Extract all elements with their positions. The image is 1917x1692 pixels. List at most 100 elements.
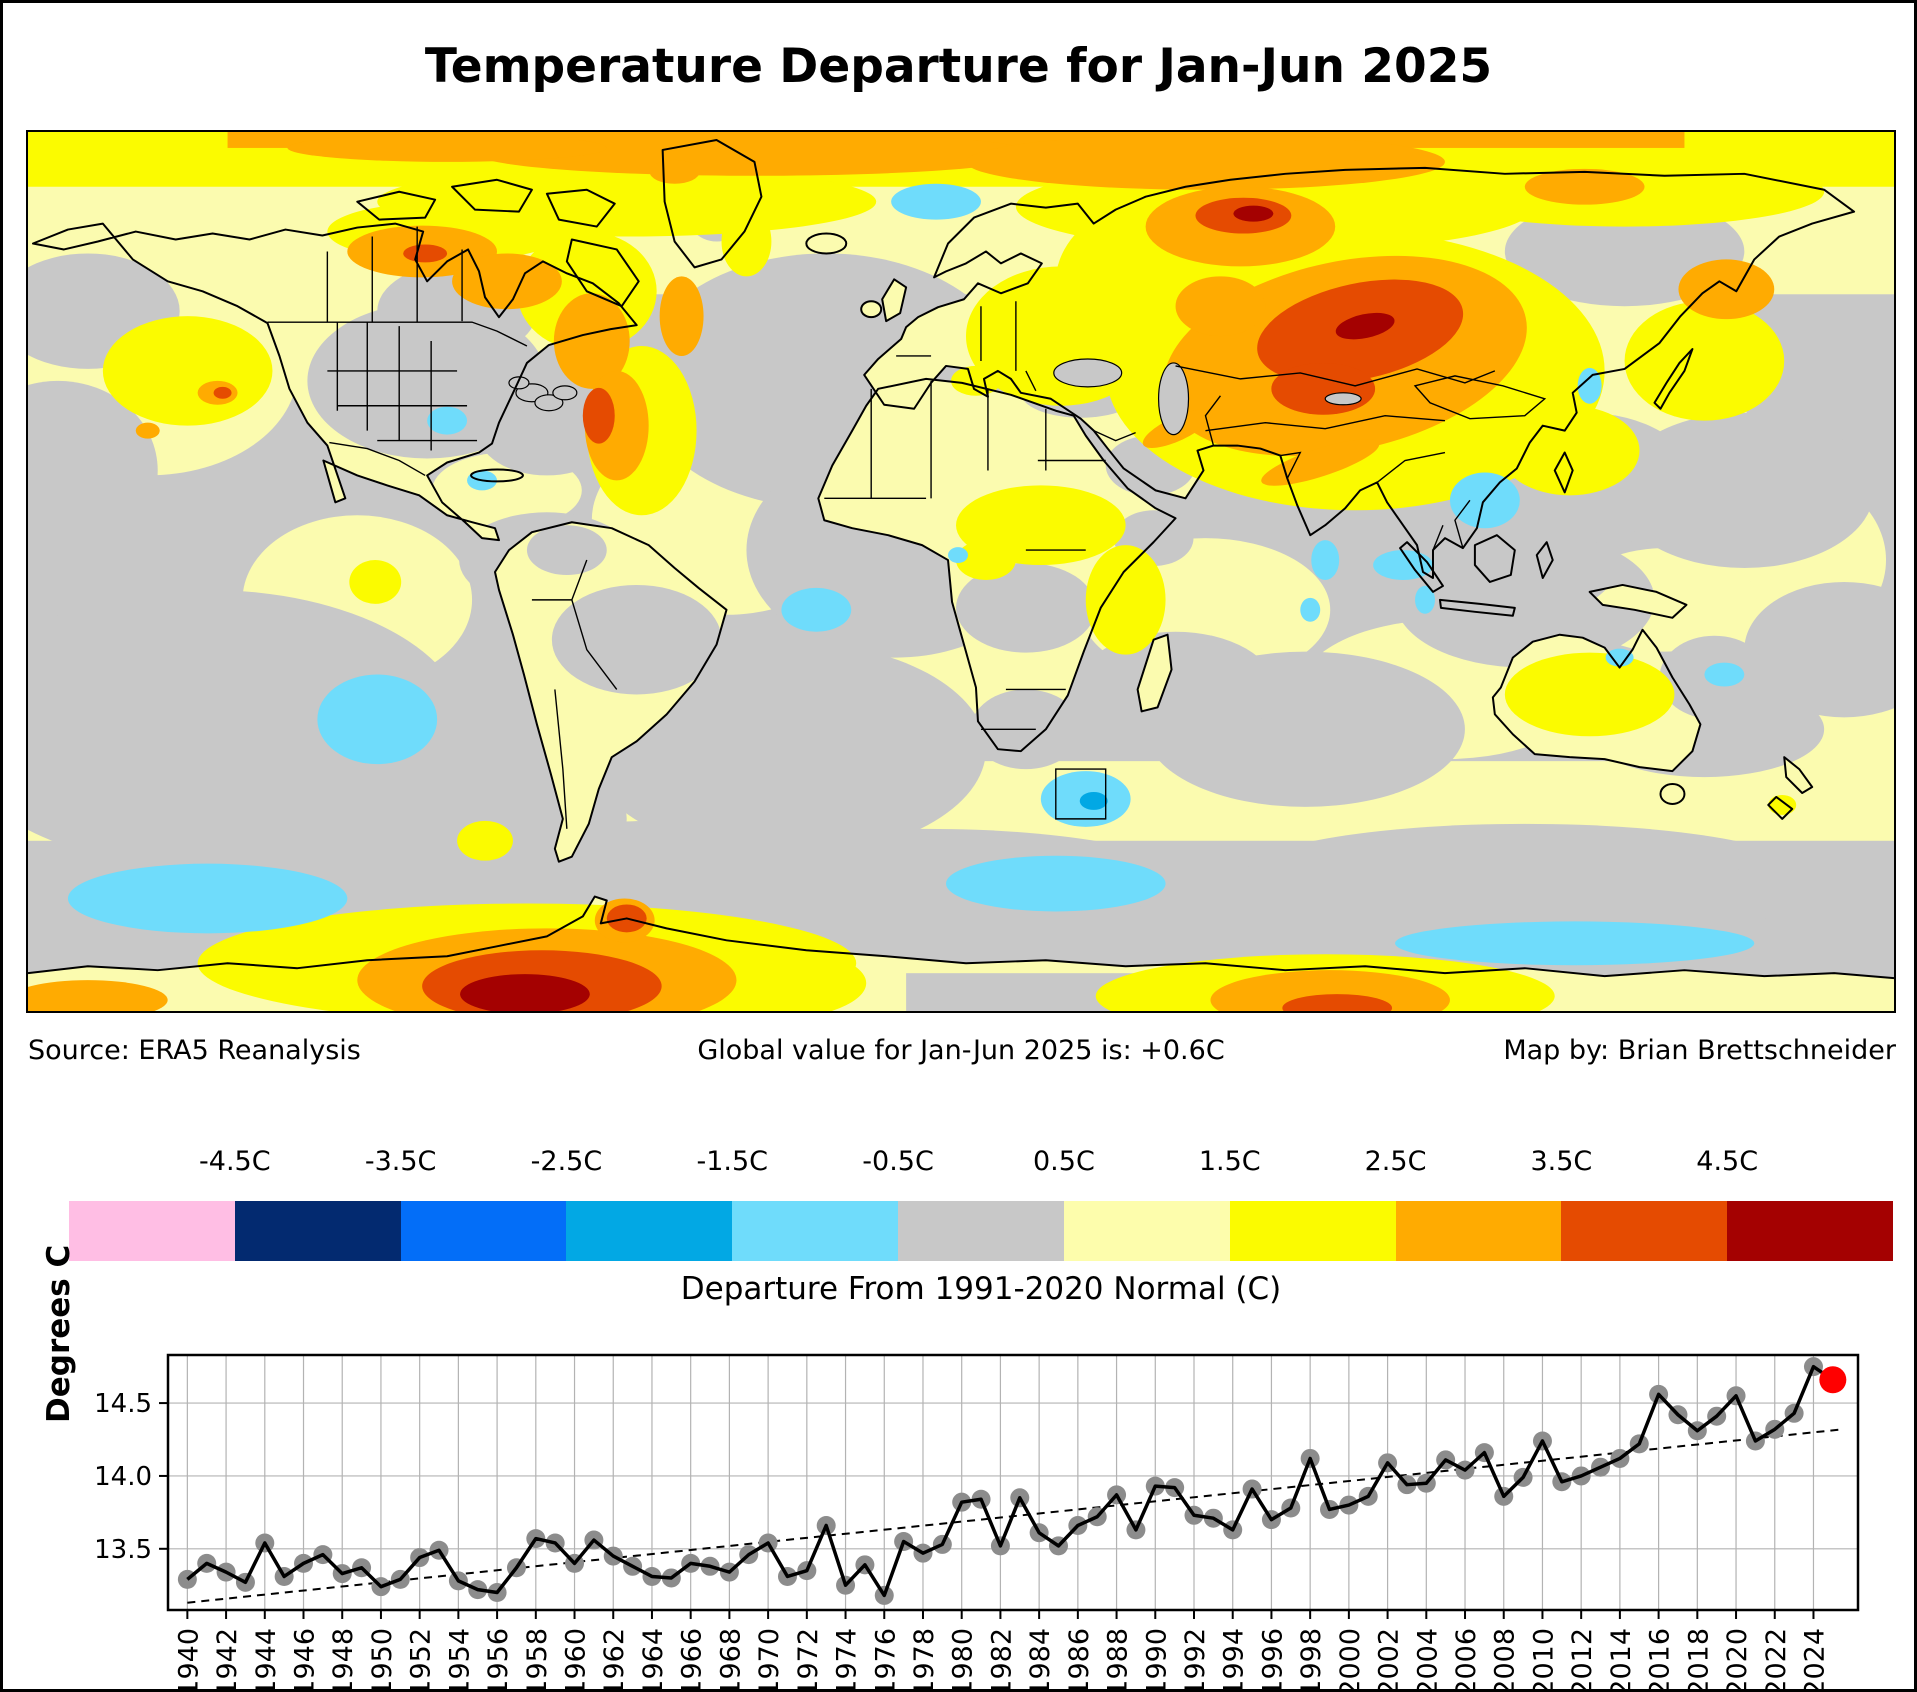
credit-caption: Map by: Brian Brettschneider <box>1503 1035 1896 1066</box>
x-tick-label: 2012 <box>1567 1628 1598 1692</box>
x-tick-label: 2006 <box>1451 1628 1482 1692</box>
colorbar-segment <box>234 1201 401 1261</box>
caption-row: Source: ERA5 Reanalysis Global value for… <box>26 1035 1896 1069</box>
great-lakes <box>552 385 578 401</box>
x-tick-label: 2022 <box>1761 1628 1792 1692</box>
x-tick-label: 1948 <box>328 1628 359 1692</box>
warm-4c-blobs <box>460 205 1395 1011</box>
colorbar-tick-label: 1.5C <box>1198 1146 1261 1177</box>
x-tick-label: 1998 <box>1296 1628 1327 1692</box>
source-caption: Source: ERA5 Reanalysis <box>28 1035 361 1066</box>
cool-anomaly-blobs <box>67 183 1755 966</box>
x-tick-label: 1974 <box>832 1628 863 1692</box>
x-tick-label: 2014 <box>1606 1628 1637 1692</box>
plot-border <box>166 1353 1860 1612</box>
colorbar-segment <box>566 1201 733 1261</box>
colorbar-tick-label: -2.5C <box>530 1146 603 1177</box>
colorbar-tick-label: -4.5C <box>199 1146 271 1177</box>
x-tick-label: 2010 <box>1528 1628 1559 1692</box>
x-tick-label: 1994 <box>1219 1628 1250 1692</box>
lakes-and-seas <box>508 358 1362 436</box>
x-tick-label: 2008 <box>1490 1628 1521 1692</box>
colorbar-segment <box>400 1201 567 1261</box>
new-zealand <box>1784 757 1813 793</box>
great-lakes <box>534 394 564 412</box>
x-tick-label: 1958 <box>522 1628 553 1692</box>
y-tick-label: 14.5 <box>94 1389 152 1419</box>
colorbar <box>69 1201 1893 1261</box>
x-tick-label: 1970 <box>754 1628 785 1692</box>
colorbar-tick-label: 4.5C <box>1696 1146 1759 1177</box>
colorbar-tick-label: -0.5C <box>862 1146 934 1177</box>
x-tick-label: 2020 <box>1722 1628 1753 1692</box>
warm-anomaly-blobs <box>28 132 1894 1011</box>
x-tick-label: 1978 <box>909 1628 940 1692</box>
x-tick-label: 1960 <box>561 1628 592 1692</box>
timeseries-chart-svg: 1940 1942 1944 1946 1948 1950 1952 1954 1956 1958… <box>94 1353 1860 1692</box>
trend-line <box>187 1428 1843 1604</box>
colorbar-tick-label: -3.5C <box>364 1146 437 1177</box>
x-tick-label: 1992 <box>1180 1628 1211 1692</box>
x-tick-label: 1966 <box>677 1628 708 1692</box>
iceland <box>806 233 847 254</box>
x-tick-label: 1996 <box>1257 1628 1288 1692</box>
x-tick-label: 1990 <box>1141 1628 1172 1692</box>
colorbar-tick-label: 3.5C <box>1530 1146 1593 1177</box>
cold-anomaly-cores <box>1079 791 1108 810</box>
new-guinea <box>1589 584 1687 618</box>
colorbar-segment <box>1561 1201 1728 1261</box>
y-tick-label: 14.0 <box>94 1462 152 1492</box>
timeseries-chart: 1940 1942 1944 1946 1948 1950 1952 1954 1956 1958… <box>3 1323 1914 1692</box>
lake-balkhash <box>1324 392 1362 406</box>
x-tick-label: 1944 <box>251 1628 282 1692</box>
x-tick-label: 2000 <box>1335 1628 1366 1692</box>
ireland <box>861 301 882 318</box>
colorbar-segment <box>1727 1201 1893 1261</box>
x-tick-label: 1952 <box>406 1628 437 1692</box>
black-sea <box>1053 358 1123 388</box>
x-tick-label: 1940 <box>173 1628 204 1692</box>
colorbar-tick-labels: -4.5C -3.5C -2.5C -1.5C -0.5C 0.5C 1.5C 2.5C 3.5… <box>69 1146 1893 1180</box>
colorbar-tick-label: 2.5C <box>1364 1146 1427 1177</box>
country-borders <box>267 226 1547 829</box>
x-tick-label: 1976 <box>870 1628 901 1692</box>
x-tick-label: 2024 <box>1799 1628 1830 1692</box>
colorbar-segment <box>1229 1201 1396 1261</box>
x-tick-label: 2018 <box>1683 1628 1714 1692</box>
colorbar-tick-label: -1.5C <box>696 1146 769 1177</box>
tasmania <box>1660 784 1685 804</box>
current-year-point <box>1819 1366 1847 1394</box>
world-map-svg <box>28 132 1894 1011</box>
x-tick-label: 2016 <box>1645 1628 1676 1692</box>
global-value-caption: Global value for Jan-Jun 2025 is: +0.6C <box>697 1035 1225 1066</box>
x-tick-label: 1986 <box>1064 1628 1095 1692</box>
x-tick-label: 1954 <box>444 1628 475 1692</box>
colorbar-segment <box>1395 1201 1562 1261</box>
y-tick-label: 13.5 <box>94 1535 152 1565</box>
x-tick-label: 2002 <box>1374 1628 1405 1692</box>
x-tick-label: 1980 <box>948 1628 979 1692</box>
colorbar-segment <box>732 1201 899 1261</box>
x-tick-label: 1962 <box>599 1628 630 1692</box>
great-lakes <box>508 376 530 390</box>
colorbar-segment <box>898 1201 1064 1261</box>
page-title: Temperature Departure for Jan-Jun 2025 <box>424 39 1493 94</box>
x-tick-label: 1972 <box>793 1628 824 1692</box>
x-tick-label: 2004 <box>1412 1628 1443 1692</box>
x-tick-label: 1956 <box>483 1628 514 1692</box>
x-tick-label: 1946 <box>290 1628 321 1692</box>
colorbar-title: Departure From 1991-2020 Normal (C) <box>680 1271 1282 1307</box>
x-tick-label: 1942 <box>212 1628 243 1692</box>
world-map-panel <box>26 130 1896 1013</box>
x-tick-label: 1988 <box>1103 1628 1134 1692</box>
series-line <box>186 1364 1834 1598</box>
caspian-sea <box>1157 362 1190 436</box>
colorbar-tick-label: 0.5C <box>1033 1146 1095 1177</box>
x-tick-label: 1950 <box>367 1628 398 1692</box>
x-tick-label: 1982 <box>986 1628 1017 1692</box>
x-tick-label: 1964 <box>638 1628 669 1692</box>
colorbar-segment <box>69 1201 235 1261</box>
x-tick-label: 1984 <box>1025 1628 1056 1692</box>
colorbar-segment <box>1063 1201 1230 1261</box>
